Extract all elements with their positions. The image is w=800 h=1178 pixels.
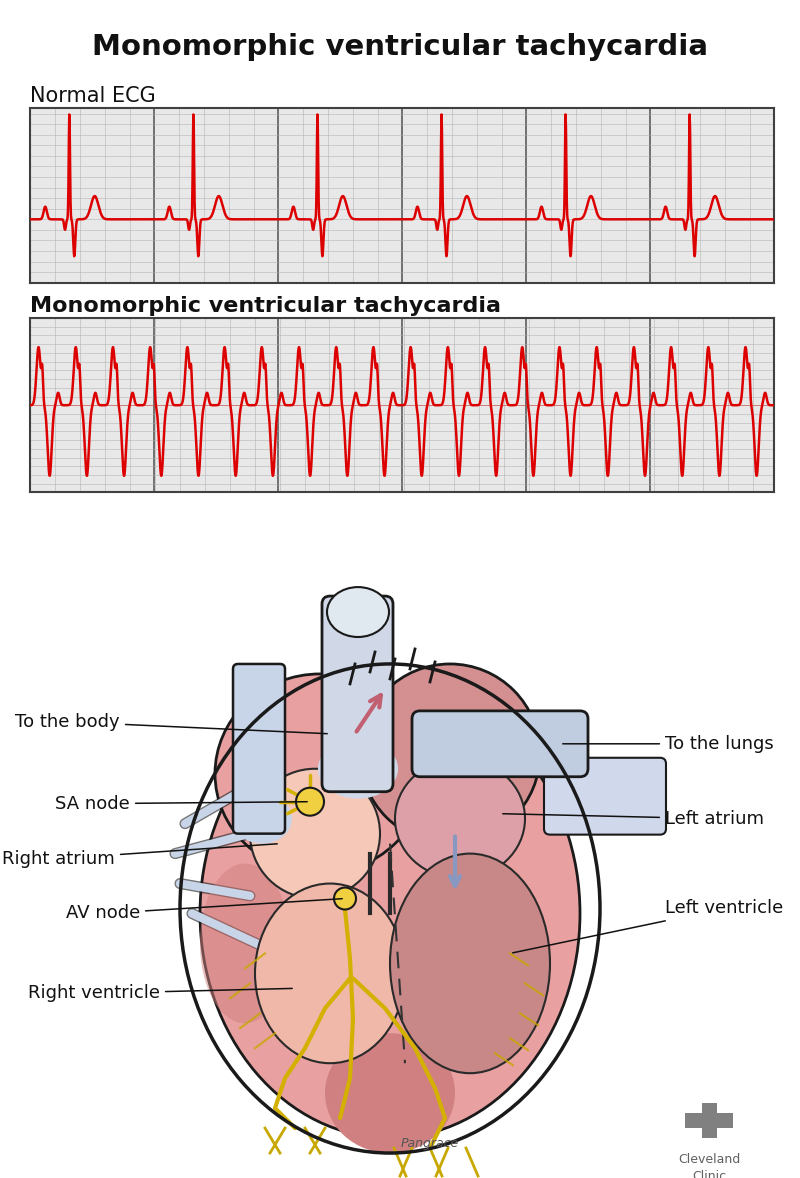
Text: Right ventricle: Right ventricle (28, 985, 292, 1002)
Text: Right atrium: Right atrium (2, 843, 278, 867)
Ellipse shape (318, 739, 398, 799)
Ellipse shape (390, 854, 550, 1073)
Text: Left atrium: Left atrium (502, 809, 764, 828)
Text: Normal ECG: Normal ECG (30, 86, 156, 106)
Text: AV node: AV node (66, 899, 342, 922)
Circle shape (334, 887, 356, 909)
Text: Left ventricle: Left ventricle (513, 900, 783, 953)
Text: Pangrace: Pangrace (401, 1137, 459, 1150)
Text: To the body: To the body (15, 713, 327, 734)
Ellipse shape (325, 1033, 455, 1153)
Text: Cleveland
Clinic
©2021: Cleveland Clinic ©2021 (678, 1153, 740, 1178)
Ellipse shape (360, 664, 540, 843)
FancyBboxPatch shape (233, 664, 285, 834)
Text: Monomorphic ventricular tachycardia: Monomorphic ventricular tachycardia (92, 33, 708, 61)
Bar (702, 1103, 717, 1138)
Ellipse shape (215, 674, 425, 874)
Ellipse shape (395, 759, 525, 879)
Text: Monomorphic ventricular tachycardia: Monomorphic ventricular tachycardia (30, 296, 502, 316)
FancyBboxPatch shape (544, 757, 666, 835)
FancyBboxPatch shape (412, 710, 588, 776)
Ellipse shape (250, 769, 380, 899)
Ellipse shape (327, 587, 389, 637)
Bar (685, 1113, 733, 1129)
Ellipse shape (200, 689, 580, 1138)
Ellipse shape (232, 794, 292, 843)
Ellipse shape (200, 863, 290, 1024)
Circle shape (296, 788, 324, 815)
Text: To the lungs: To the lungs (562, 735, 774, 753)
Ellipse shape (255, 884, 405, 1064)
Text: SA node: SA node (55, 795, 307, 813)
FancyBboxPatch shape (322, 596, 393, 792)
